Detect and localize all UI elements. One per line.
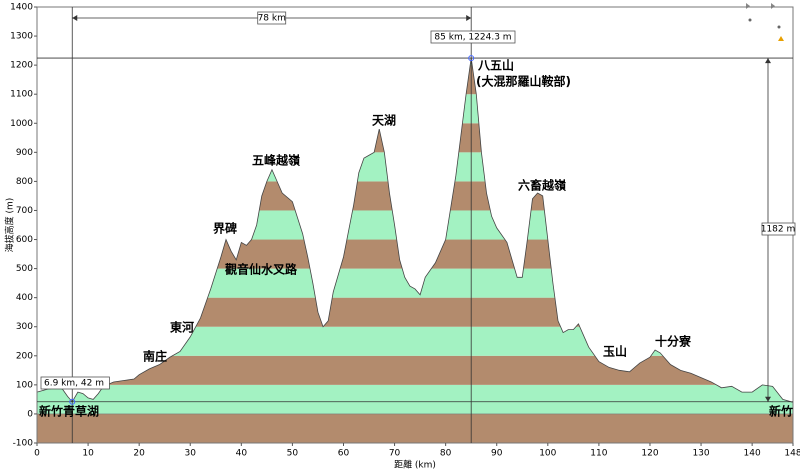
x-axis-title: 距離 (km) <box>394 459 436 471</box>
y-tick-label: 600 <box>16 235 33 245</box>
elevation-band <box>37 152 793 182</box>
y-tick-label: 800 <box>16 177 33 187</box>
elevation-band <box>37 181 793 211</box>
y-tick-label: 300 <box>16 322 33 332</box>
y-tick-label: 1400 <box>10 3 33 13</box>
elevation-band <box>37 239 793 269</box>
icon <box>746 3 750 9</box>
place-label: (大混那羅山鞍部) <box>476 74 571 89</box>
elevation-band <box>37 58 793 66</box>
icon <box>778 36 784 41</box>
icon <box>748 18 752 22</box>
marker-label: 85 km, 1224.3 m <box>434 33 511 43</box>
elevation-band <box>37 123 793 153</box>
place-label: 五峰越嶺 <box>252 153 301 168</box>
place-label: 天湖 <box>372 113 396 128</box>
y-axis-title: 海拔高度 (m) <box>4 198 16 253</box>
y-tick-label: 1100 <box>10 90 33 100</box>
x-tick-label: 50 <box>287 449 299 459</box>
y-tick-label: 900 <box>16 148 33 158</box>
x-tick-label: 60 <box>338 449 350 459</box>
y-tick-label: 500 <box>16 264 33 274</box>
place-label: 新竹 <box>769 404 793 419</box>
icon <box>771 3 775 9</box>
elevation-band <box>37 268 793 298</box>
marker-label-box <box>430 30 516 44</box>
x-tick-label: 100 <box>539 449 556 459</box>
x-tick-label: 140 <box>744 449 761 459</box>
dimension-label-box <box>761 222 796 236</box>
y-tick-label: 0 <box>27 409 33 419</box>
dimension-label-box <box>257 11 287 25</box>
elevation-band <box>37 413 793 443</box>
y-tick-label: 1300 <box>10 32 33 42</box>
x-tick-label: 120 <box>641 449 658 459</box>
dimension-label: 1182 m <box>761 225 796 235</box>
marker-label: 6.9 km, 42 m <box>44 379 104 389</box>
x-tick-label: 148 <box>784 449 800 459</box>
marker-label-box <box>40 376 110 390</box>
place-label: 玉山 <box>603 344 627 359</box>
x-tick-label: 30 <box>185 449 197 459</box>
elevation-band <box>37 7 793 36</box>
place-label: 界碑 <box>213 221 237 236</box>
marker-point <box>69 398 76 405</box>
y-tick-label: 700 <box>16 206 33 216</box>
y-tick-label: -100 <box>13 439 34 449</box>
elevation-band <box>37 297 793 327</box>
x-tick-label: 130 <box>692 449 709 459</box>
place-label: 東河 <box>170 320 194 335</box>
x-tick-label: 90 <box>491 449 503 459</box>
place-label: 新竹青草湖 <box>39 404 99 419</box>
elevation-profile <box>36 58 794 403</box>
place-label: 六畜越嶺 <box>518 178 567 193</box>
elevation-bands <box>37 7 793 443</box>
map-icons <box>746 3 784 41</box>
elevation-band <box>37 210 793 240</box>
x-tick-label: 20 <box>133 449 145 459</box>
x-tick-label: 10 <box>82 449 94 459</box>
x-tick-label: 0 <box>34 449 40 459</box>
elevation-band <box>37 65 793 95</box>
y-tick-label: 400 <box>16 293 33 303</box>
x-tick-label: 70 <box>389 449 401 459</box>
x-tick-label: 110 <box>590 449 607 459</box>
y-tick-label: 1200 <box>10 61 33 71</box>
y-tick-label: 100 <box>16 380 33 390</box>
place-label: 八五山 <box>477 58 514 73</box>
icon <box>777 25 781 29</box>
elevation-band <box>37 384 793 414</box>
y-tick-label: 1000 <box>10 119 33 129</box>
marker-point <box>468 55 475 62</box>
x-tick-label: 80 <box>440 449 452 459</box>
place-label: 南庄 <box>143 349 167 364</box>
place-label: 十分寮 <box>655 334 692 349</box>
place-label: 觀音仙水叉路 <box>225 262 298 277</box>
elevation-band <box>37 94 793 124</box>
x-tick-label: 40 <box>236 449 248 459</box>
dimension-label: 78 km <box>258 14 286 24</box>
y-tick-label: 200 <box>16 351 33 361</box>
